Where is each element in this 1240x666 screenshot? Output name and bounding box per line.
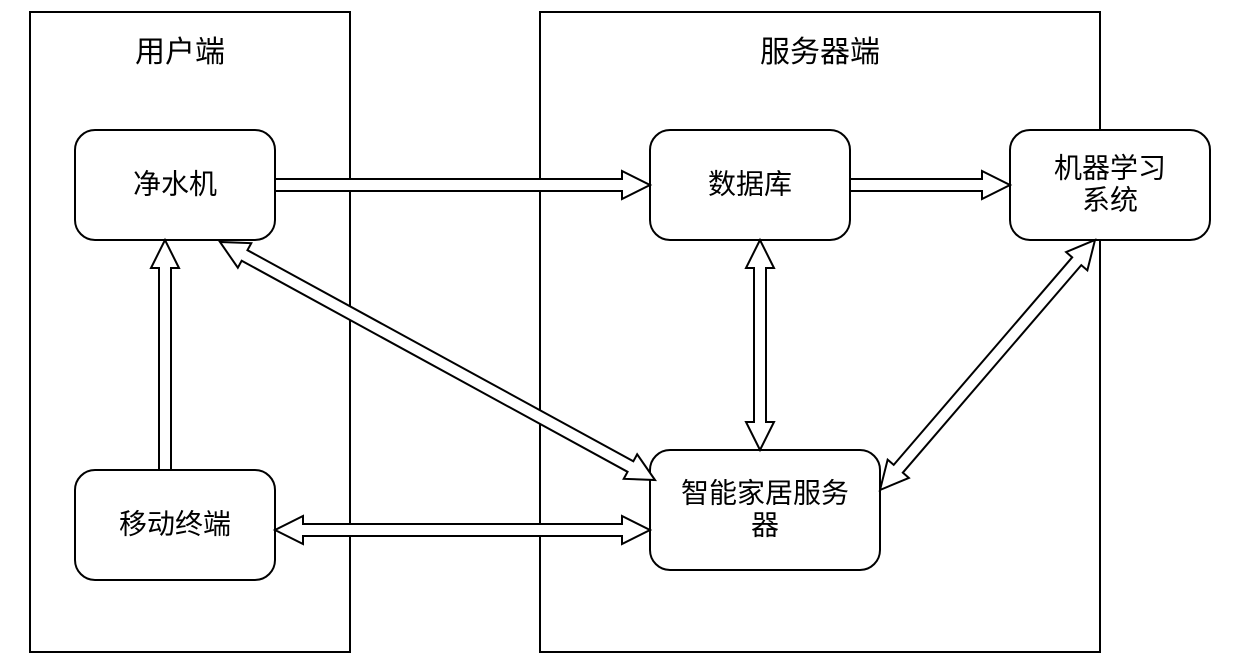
arrows-layer [151, 171, 1095, 544]
node-smarthome: 智能家居服务 器 [650, 450, 880, 570]
arrow-mobile-smarthome [275, 516, 650, 544]
node-ml-label-2: 系统 [1082, 184, 1138, 216]
panel-client-label: 用户端 [135, 36, 225, 69]
node-database-label: 数据库 [708, 168, 792, 200]
node-ml-label-1: 机器学习 [1054, 152, 1166, 184]
node-ml: 机器学习 系统 [1010, 130, 1210, 240]
arrow-mobile-to-purifier [151, 240, 179, 470]
arrow-purifier-to-database [275, 171, 650, 199]
node-smarthome-label-2: 器 [751, 510, 779, 541]
node-purifier-label: 净水机 [133, 168, 217, 200]
arrow-database-to-ml [850, 171, 1010, 199]
node-smarthome-label-1: 智能家居服务 [681, 477, 849, 509]
node-mobile-label: 移动终端 [119, 508, 231, 540]
arrow-smarthome-purifier [220, 242, 655, 480]
node-database: 数据库 [650, 130, 850, 240]
node-purifier: 净水机 [75, 130, 275, 240]
arrow-smarthome-ml [880, 240, 1095, 490]
arrow-database-smarthome [746, 240, 774, 450]
node-mobile: 移动终端 [75, 470, 275, 580]
panel-server-label: 服务器端 [760, 36, 880, 69]
